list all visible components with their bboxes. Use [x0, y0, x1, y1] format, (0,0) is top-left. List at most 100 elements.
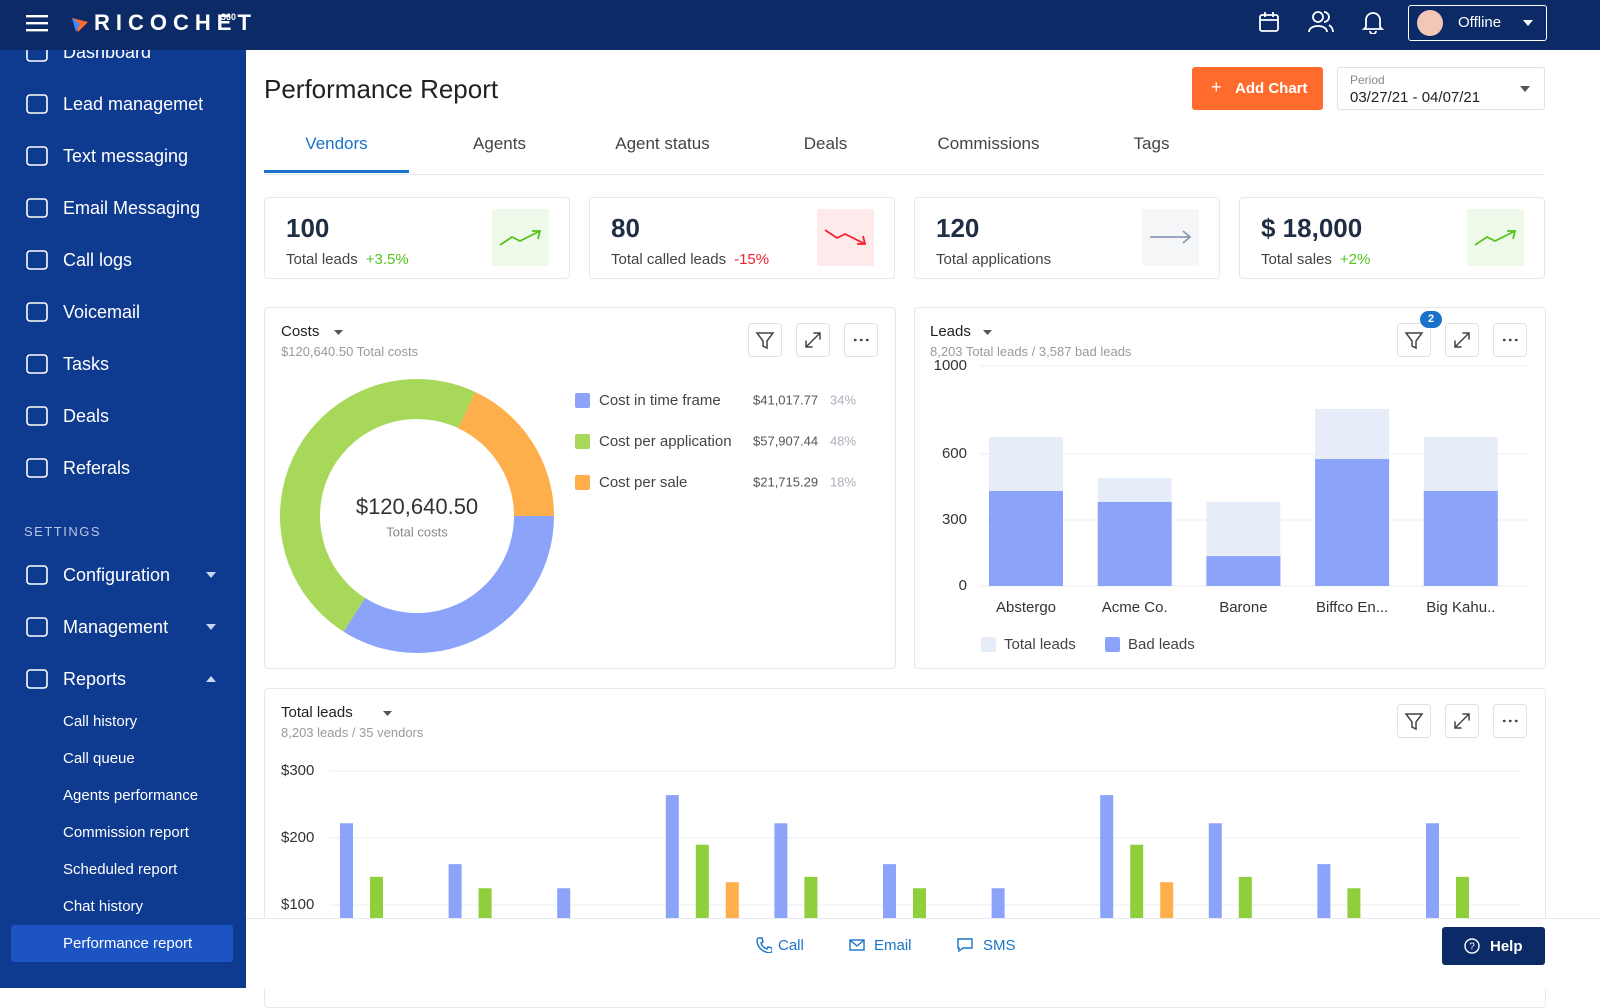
menu-item[interactable]: Tasks [0, 348, 246, 380]
menu-item[interactable]: Text messaging [0, 140, 246, 172]
submenu-item[interactable]: Call queue [11, 740, 233, 777]
menu-item[interactable]: Reports [0, 663, 246, 695]
tab[interactable]: Agent status [590, 120, 735, 174]
email-link[interactable]: Email [874, 937, 912, 954]
x-tick-label: Abstergo [996, 599, 1056, 616]
kpi-label-row: Total leads +3.5% [286, 251, 409, 268]
tab[interactable]: Vendors [264, 120, 409, 174]
menu-icon [26, 250, 48, 270]
calendar-icon[interactable] [1258, 11, 1280, 33]
tab[interactable]: Deals [753, 120, 898, 174]
caret [1520, 86, 1530, 92]
y-tick-label: $300 [281, 762, 314, 779]
icon-shape [1454, 332, 1470, 348]
submenu-item[interactable]: Scheduled report [11, 851, 233, 888]
legend-label: Cost per sale [599, 474, 687, 491]
filter-icon [1404, 332, 1424, 350]
bell-icon[interactable] [1362, 10, 1384, 34]
caret[interactable] [334, 330, 343, 335]
expand-button[interactable] [1445, 323, 1479, 357]
icon-shape [26, 354, 48, 374]
x-tick-label: Big Kahu.. [1426, 599, 1495, 616]
kpi-value: 80 [611, 213, 640, 243]
kpi-card: 100 Total leads +3.5% [264, 197, 570, 279]
call-link[interactable]: Call [778, 937, 804, 954]
donut-segment [458, 392, 554, 516]
icon-shape [1404, 713, 1424, 731]
expand-button[interactable] [1445, 704, 1479, 738]
kpi-label: Total called leads [611, 251, 727, 268]
tab[interactable]: Commissions [916, 120, 1061, 174]
users-icon[interactable] [1308, 10, 1334, 34]
expand-icon [805, 332, 821, 348]
more-button[interactable] [844, 323, 878, 357]
legend-swatch [575, 475, 590, 490]
menu-item[interactable]: Deals [0, 400, 246, 432]
card-subtitle: 8,203 Total leads / 3,587 bad leads [930, 344, 1132, 359]
menu-label: Lead managemet [63, 94, 204, 114]
kpi-value: $ 18,000 [1261, 213, 1363, 243]
icon-shape [1404, 332, 1424, 350]
legend-swatch [575, 393, 590, 408]
x-tick-label: Biffco En... [1316, 599, 1388, 616]
caret[interactable] [383, 711, 393, 716]
more-button[interactable] [1493, 704, 1527, 738]
legend-amount: $21,715.29 [753, 474, 818, 489]
menu-item[interactable]: Referals [0, 452, 246, 484]
caret [1523, 20, 1533, 26]
caret[interactable] [983, 330, 992, 335]
submenu-item[interactable]: Commission report [11, 814, 233, 851]
add-chart-label: Add Chart [1235, 80, 1308, 97]
caret-shape [206, 624, 216, 630]
legend-amount: $41,017.77 [753, 392, 818, 407]
submenu-item[interactable]: Agents performance [11, 777, 233, 814]
submenu-item[interactable]: Performance report [11, 925, 233, 962]
tab[interactable]: Tags [1079, 120, 1224, 174]
bar [1315, 459, 1390, 586]
filter-button[interactable]: 2 [1397, 311, 1442, 357]
bar [1206, 556, 1281, 586]
tab-label: Tags [1133, 134, 1170, 153]
menu-item[interactable]: Call logs [0, 244, 246, 276]
expand-button[interactable] [796, 323, 830, 357]
filter-button[interactable] [1397, 704, 1431, 738]
kpi-change: +2% [1339, 251, 1371, 268]
menu-label: Call logs [63, 250, 133, 270]
more-icon [853, 338, 869, 342]
more-button[interactable] [1493, 323, 1527, 357]
legend-swatch [575, 434, 590, 449]
card-subtitle: $120,640.50 Total costs [281, 344, 419, 359]
y-tick-label: $100 [281, 896, 314, 913]
sms-link[interactable]: SMS [983, 937, 1016, 954]
filter-button[interactable] [748, 323, 782, 357]
menu-item[interactable]: Management [0, 611, 246, 643]
brand: RICOCHET [94, 10, 257, 35]
menu-item[interactable]: Configuration [0, 559, 246, 591]
menu-item[interactable]: Email Messaging [0, 192, 246, 224]
more-icon [1502, 719, 1518, 723]
tab-label: Commissions [937, 134, 1040, 153]
status-select[interactable]: Offline [1408, 5, 1547, 41]
logo-mark [72, 18, 88, 32]
help-button[interactable]: ? Help [1442, 927, 1545, 965]
menu-item[interactable]: Lead managemet [0, 88, 246, 120]
icon-shape [26, 406, 48, 426]
menu-icon[interactable] [26, 14, 48, 32]
legend-percent: 18% [830, 474, 856, 489]
phone-icon [756, 937, 772, 953]
submenu-item[interactable]: Chat history [11, 888, 233, 925]
caret-shape [983, 330, 992, 335]
menu-icon [26, 406, 48, 426]
period-select[interactable]: Period 03/27/21 - 04/07/21 [1337, 67, 1545, 110]
kpi-value: 100 [286, 213, 330, 243]
caret [206, 624, 216, 630]
menu-icon [26, 146, 48, 166]
donut-center-value: $120,640.50 [356, 494, 478, 519]
page-title: Performance Report [264, 74, 499, 104]
submenu-item[interactable]: Call history [11, 703, 233, 740]
add-chart-button[interactable]: + Add Chart [1192, 67, 1323, 110]
menu-item[interactable]: Voicemail [0, 296, 246, 328]
period-value: 03/27/21 - 04/07/21 [1350, 89, 1481, 106]
tab[interactable]: Agents [427, 120, 572, 174]
